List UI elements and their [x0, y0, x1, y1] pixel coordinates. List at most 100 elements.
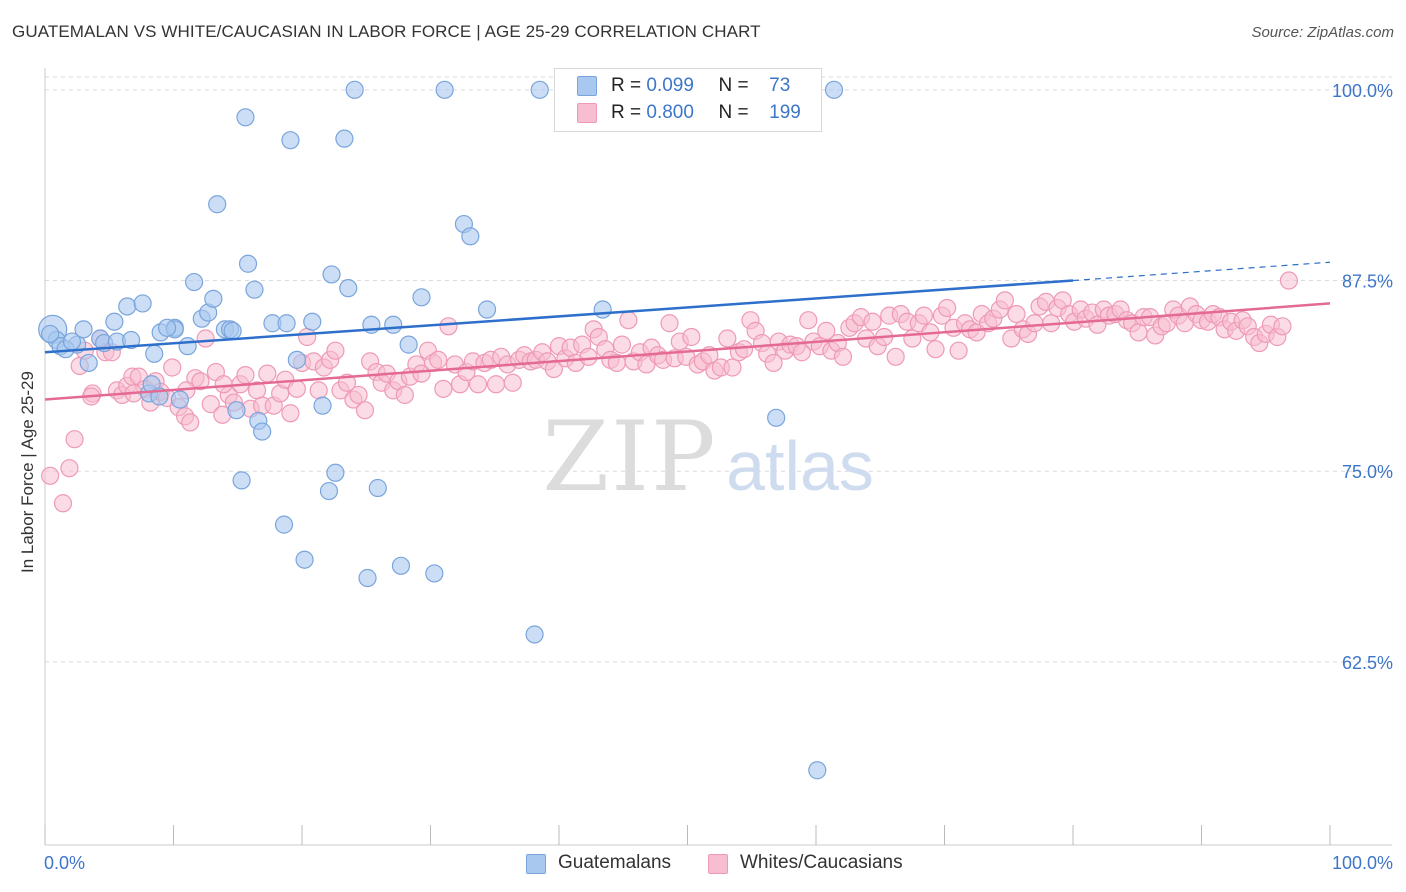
data-point-whites — [349, 385, 368, 405]
data-point-guatemalans — [345, 80, 364, 99]
data-point-guatemalans — [223, 321, 242, 340]
data-point-whites — [995, 291, 1014, 310]
correlation-legend: R = 0.099 N = 73 R = 0.800 N = 199 — [554, 68, 822, 132]
legend-r-value: 0.800 — [646, 102, 694, 123]
data-point-whites — [1129, 323, 1148, 342]
data-point-whites — [429, 350, 448, 369]
data-point-guatemalans — [368, 478, 387, 498]
trend-line-whites — [44, 302, 1331, 401]
data-point-whites — [281, 404, 300, 423]
data-point-whites — [660, 314, 679, 333]
watermark-atlas: atlas — [726, 427, 874, 505]
data-point-guatemalans — [238, 254, 258, 273]
data-point-whites — [612, 335, 632, 354]
data-point-whites — [326, 341, 345, 360]
data-point-guatemalans — [227, 401, 246, 420]
data-point-whites — [718, 329, 737, 348]
data-point-whites — [486, 375, 506, 394]
data-point-whites — [619, 311, 638, 330]
data-point-guatemalans — [425, 564, 444, 583]
data-point-guatemalans — [41, 324, 60, 344]
data-point-guatemalans — [767, 408, 786, 427]
data-point-guatemalans — [384, 315, 403, 334]
data-point-guatemalans — [208, 195, 227, 214]
legend-swatch-pink — [577, 103, 597, 123]
y-tick-label: 100.0% — [1332, 81, 1393, 101]
data-point-whites — [764, 353, 783, 373]
y-tick-label: 87.5% — [1342, 272, 1393, 292]
data-point-whites — [926, 340, 945, 359]
data-point-guatemalans — [105, 312, 124, 331]
data-point-guatemalans — [178, 337, 197, 356]
data-point-whites — [886, 347, 905, 366]
data-point-guatemalans — [593, 300, 612, 319]
data-point-whites — [799, 311, 818, 330]
data-point-whites — [258, 364, 277, 383]
data-point-guatemalans — [477, 300, 497, 319]
data-point-guatemalans — [530, 80, 549, 99]
data-point-whites — [163, 358, 182, 377]
bottom-legend-swatch-pink — [708, 854, 728, 874]
legend-n-label: N = — [718, 75, 749, 96]
data-point-guatemalans — [824, 80, 844, 99]
data-point-whites — [833, 347, 853, 366]
x-tick-label: 100.0% — [1332, 853, 1393, 873]
trend-lines — [44, 261, 1331, 401]
data-point-whites — [196, 329, 215, 348]
data-point-guatemalans — [412, 288, 431, 307]
y-tick-label: 75.0% — [1342, 462, 1393, 482]
data-point-whites — [355, 401, 375, 420]
watermark-zip: ZIP — [542, 401, 717, 513]
data-point-whites — [1273, 317, 1292, 336]
bottom-legend-label: Guatemalans — [558, 852, 672, 873]
data-point-guatemalans — [133, 294, 152, 313]
data-point-guatemalans — [313, 396, 332, 415]
legend-n-value: 199 — [769, 102, 801, 123]
data-point-guatemalans — [245, 280, 264, 299]
data-point-guatemalans — [79, 353, 98, 373]
data-point-whites — [1279, 271, 1298, 290]
data-point-guatemalans — [62, 332, 82, 351]
data-point-guatemalans — [157, 318, 177, 337]
data-point-whites — [734, 340, 754, 359]
series-guatemalans — [38, 80, 844, 780]
tick-labels: 62.5% 75.0% 87.5% 100.0% 0.0% 100.0% — [44, 81, 1393, 873]
data-point-whites — [395, 385, 414, 405]
data-point-whites — [468, 375, 488, 394]
data-point-guatemalans — [204, 289, 223, 308]
legend-n-value: 73 — [769, 75, 791, 96]
data-point-guatemalans — [335, 129, 354, 148]
data-point-guatemalans — [339, 279, 358, 298]
data-point-whites — [53, 494, 73, 513]
data-point-whites — [434, 379, 453, 398]
data-point-whites — [723, 358, 742, 377]
data-point-whites — [863, 312, 882, 331]
data-point-guatemalans — [118, 297, 137, 316]
data-point-whites — [191, 372, 210, 391]
data-point-guatemalans — [303, 312, 322, 331]
data-point-whites — [287, 379, 306, 398]
data-point-guatemalans — [184, 272, 204, 292]
data-point-guatemalans — [525, 625, 544, 644]
data-point-guatemalans — [295, 550, 314, 569]
data-point-whites — [201, 395, 220, 414]
data-point-guatemalans — [319, 481, 339, 501]
legend-r-value: 0.099 — [646, 75, 694, 96]
data-point-whites — [309, 381, 328, 400]
data-point-whites — [1007, 304, 1026, 324]
data-point-whites — [298, 327, 317, 347]
data-point-guatemalans — [322, 265, 341, 284]
legend-r-label: R = — [611, 75, 642, 96]
data-point-guatemalans — [274, 515, 294, 534]
x-tick-label: 0.0% — [44, 853, 85, 873]
data-point-whites — [412, 364, 431, 383]
data-point-guatemalans — [399, 335, 418, 354]
data-point-guatemalans — [808, 761, 827, 780]
data-point-guatemalans — [236, 108, 255, 127]
data-point-guatemalans — [287, 350, 306, 369]
data-point-guatemalans — [121, 330, 141, 350]
y-axis-label: In Labor Force | Age 25-29 — [18, 371, 37, 573]
axes — [44, 68, 1392, 846]
legend-n-label: N = — [718, 102, 749, 123]
